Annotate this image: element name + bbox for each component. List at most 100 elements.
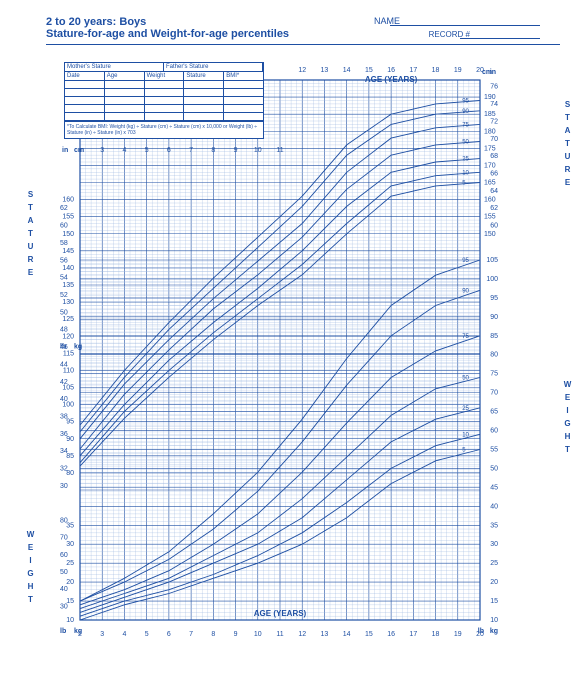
svg-text:60: 60 <box>60 552 68 559</box>
svg-text:70: 70 <box>490 390 498 397</box>
svg-text:125: 125 <box>62 316 74 323</box>
svg-text:5: 5 <box>145 631 149 638</box>
svg-text:32: 32 <box>60 466 68 473</box>
svg-text:50: 50 <box>60 309 68 316</box>
svg-text:9: 9 <box>234 147 238 154</box>
svg-text:5: 5 <box>145 147 149 154</box>
svg-text:95: 95 <box>490 295 498 302</box>
svg-text:cm: cm <box>74 147 84 154</box>
svg-text:25: 25 <box>66 560 74 567</box>
svg-text:11: 11 <box>276 147 283 154</box>
svg-text:3: 3 <box>100 631 104 638</box>
svg-text:66: 66 <box>490 170 498 177</box>
svg-text:54: 54 <box>60 275 68 282</box>
svg-text:95: 95 <box>462 99 469 105</box>
svg-text:10: 10 <box>490 617 498 624</box>
svg-text:105: 105 <box>486 257 498 264</box>
svg-text:14: 14 <box>343 631 351 638</box>
svg-text:4: 4 <box>122 147 126 154</box>
svg-text:50: 50 <box>60 569 68 576</box>
svg-text:30: 30 <box>60 603 68 610</box>
svg-text:5: 5 <box>462 447 466 453</box>
svg-text:10: 10 <box>66 617 74 624</box>
svg-text:74: 74 <box>490 101 498 108</box>
svg-text:12: 12 <box>298 67 306 74</box>
svg-text:50: 50 <box>462 375 469 381</box>
svg-text:72: 72 <box>490 118 498 125</box>
svg-text:20: 20 <box>490 579 498 586</box>
svg-text:110: 110 <box>63 367 74 374</box>
table-row[interactable] <box>65 81 263 89</box>
header-rule <box>46 44 560 45</box>
svg-text:180: 180 <box>484 128 496 135</box>
svg-text:10: 10 <box>462 170 469 176</box>
svg-text:in: in <box>490 69 496 76</box>
svg-text:45: 45 <box>490 484 498 491</box>
mother-stature-label: Mother's Stature <box>65 63 164 72</box>
svg-text:160: 160 <box>484 197 496 204</box>
svg-text:135: 135 <box>62 282 74 289</box>
svg-text:36: 36 <box>60 431 68 438</box>
svg-text:lb: lb <box>60 628 66 635</box>
svg-text:17: 17 <box>409 631 417 638</box>
svg-text:80: 80 <box>490 352 498 359</box>
svg-text:kg: kg <box>490 628 498 635</box>
svg-text:10: 10 <box>254 631 262 638</box>
svg-text:in: in <box>62 147 68 154</box>
table-col-header: BMI* <box>224 72 263 81</box>
header: 2 to 20 years: Boys Stature-for-age and … <box>46 16 560 56</box>
svg-text:60: 60 <box>490 428 498 435</box>
svg-text:19: 19 <box>454 631 462 638</box>
svg-text:7: 7 <box>189 631 193 638</box>
svg-text:6: 6 <box>167 631 171 638</box>
svg-text:16: 16 <box>387 67 395 74</box>
svg-text:190: 190 <box>484 94 496 101</box>
svg-text:kg: kg <box>74 344 82 351</box>
svg-text:13: 13 <box>321 631 329 638</box>
svg-text:58: 58 <box>60 240 68 247</box>
svg-text:30: 30 <box>490 541 498 548</box>
svg-text:9: 9 <box>234 631 238 638</box>
svg-text:100: 100 <box>486 276 498 283</box>
svg-text:30: 30 <box>66 541 74 548</box>
svg-text:44: 44 <box>60 361 68 368</box>
table-row[interactable] <box>65 89 263 97</box>
svg-text:56: 56 <box>60 257 68 264</box>
table-row[interactable] <box>65 105 263 113</box>
table-col-header: Age <box>105 72 145 81</box>
table-row[interactable] <box>65 113 263 121</box>
svg-text:AGE (YEARS): AGE (YEARS) <box>254 609 307 618</box>
svg-text:38: 38 <box>60 413 68 420</box>
table-row[interactable] <box>65 97 263 105</box>
svg-text:10: 10 <box>462 432 469 438</box>
svg-text:50: 50 <box>490 465 498 472</box>
svg-text:16: 16 <box>387 631 395 638</box>
data-entry-table[interactable]: Mother's Stature Father's Stature DateAg… <box>64 62 264 139</box>
svg-text:185: 185 <box>484 111 496 118</box>
father-stature-label: Father's Stature <box>164 63 263 72</box>
svg-text:90: 90 <box>490 314 498 321</box>
name-input-line[interactable] <box>390 25 540 26</box>
weight-axis-label-right: WEIGHT <box>563 380 572 458</box>
svg-text:68: 68 <box>490 153 498 160</box>
svg-text:65: 65 <box>490 409 498 416</box>
svg-text:48: 48 <box>60 327 68 334</box>
svg-text:62: 62 <box>60 205 68 212</box>
svg-text:15: 15 <box>365 67 373 74</box>
svg-text:42: 42 <box>60 379 68 386</box>
svg-text:80: 80 <box>60 517 68 524</box>
svg-text:62: 62 <box>490 205 498 212</box>
svg-text:52: 52 <box>60 292 68 299</box>
record-input-line[interactable] <box>460 38 540 39</box>
svg-text:14: 14 <box>343 67 351 74</box>
svg-text:10: 10 <box>254 147 262 154</box>
svg-text:70: 70 <box>60 535 68 542</box>
stature-axis-label-right: STATURE <box>563 100 572 191</box>
svg-text:150: 150 <box>62 231 74 238</box>
svg-text:145: 145 <box>62 248 74 255</box>
svg-text:kg: kg <box>74 628 82 635</box>
svg-text:34: 34 <box>60 448 68 455</box>
svg-text:25: 25 <box>462 157 469 163</box>
svg-text:12: 12 <box>298 631 306 638</box>
stature-axis-label-left: STATURE <box>26 190 35 281</box>
